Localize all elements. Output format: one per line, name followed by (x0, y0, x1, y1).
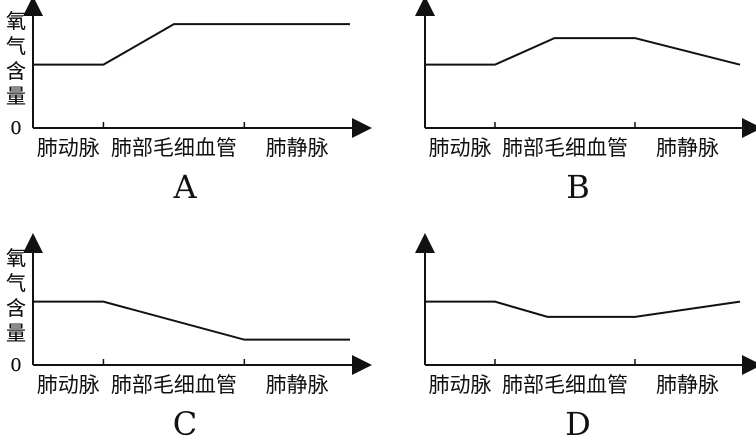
x-tick-label: 肺部毛细血管 (502, 136, 628, 160)
oxygen-series-line (33, 300, 350, 341)
panel-label: D (565, 405, 591, 438)
y-axis-label-char: 量 (6, 84, 26, 108)
y-axis-label-char: 含 (6, 59, 26, 83)
y-axis-label-char: 氧 (6, 246, 26, 270)
y-axis-label-char: 含 (6, 296, 26, 320)
y-zero-label: 0 (10, 355, 21, 376)
x-tick-label: 肺部毛细血管 (111, 373, 237, 397)
y-axis-label-char: 氧 (6, 246, 26, 270)
x-tick-label: 肺动脉 (37, 373, 100, 397)
y-axis-label-char: 含 (6, 59, 26, 83)
y-axis-label-char: 量 (6, 84, 26, 108)
panel-label: C (173, 405, 197, 438)
y-zero-label: 0 (10, 118, 21, 139)
x-tick-label: 肺静脉 (266, 373, 329, 397)
x-tick-label: 肺部毛细血管 (111, 136, 237, 160)
y-axis-label-char: 气 (6, 34, 26, 58)
x-tick-label: 肺动脉 (37, 136, 100, 160)
y-axis-label-char: 气 (6, 271, 26, 295)
y-axis-label-char: 量 (6, 321, 26, 345)
y-zero-label: 0 (10, 118, 21, 139)
x-tick-label: 肺部毛细血管 (502, 373, 628, 397)
x-tick-label: 肺动脉 (429, 373, 492, 397)
y-axis-label-char: 含 (6, 296, 26, 320)
y-axis-label-char: 气 (6, 34, 26, 58)
oxygen-series-line (33, 23, 350, 66)
y-axis-label-char: 量 (6, 321, 26, 345)
x-tick-label: 肺动脉 (429, 136, 492, 160)
oxygen-series-line (425, 37, 741, 66)
y-axis-label-char: 氧 (6, 9, 26, 33)
oxygen-series-line (425, 300, 741, 318)
x-tick-label: 肺静脉 (266, 136, 329, 160)
x-tick-label: 肺静脉 (656, 373, 719, 397)
y-zero-label: 0 (10, 355, 21, 376)
panel-label: A (172, 168, 197, 206)
y-axis-label-char: 气 (6, 271, 26, 295)
panel-label: B (566, 168, 590, 206)
x-tick-label: 肺静脉 (656, 136, 719, 160)
y-axis-label-char: 氧 (6, 9, 26, 33)
